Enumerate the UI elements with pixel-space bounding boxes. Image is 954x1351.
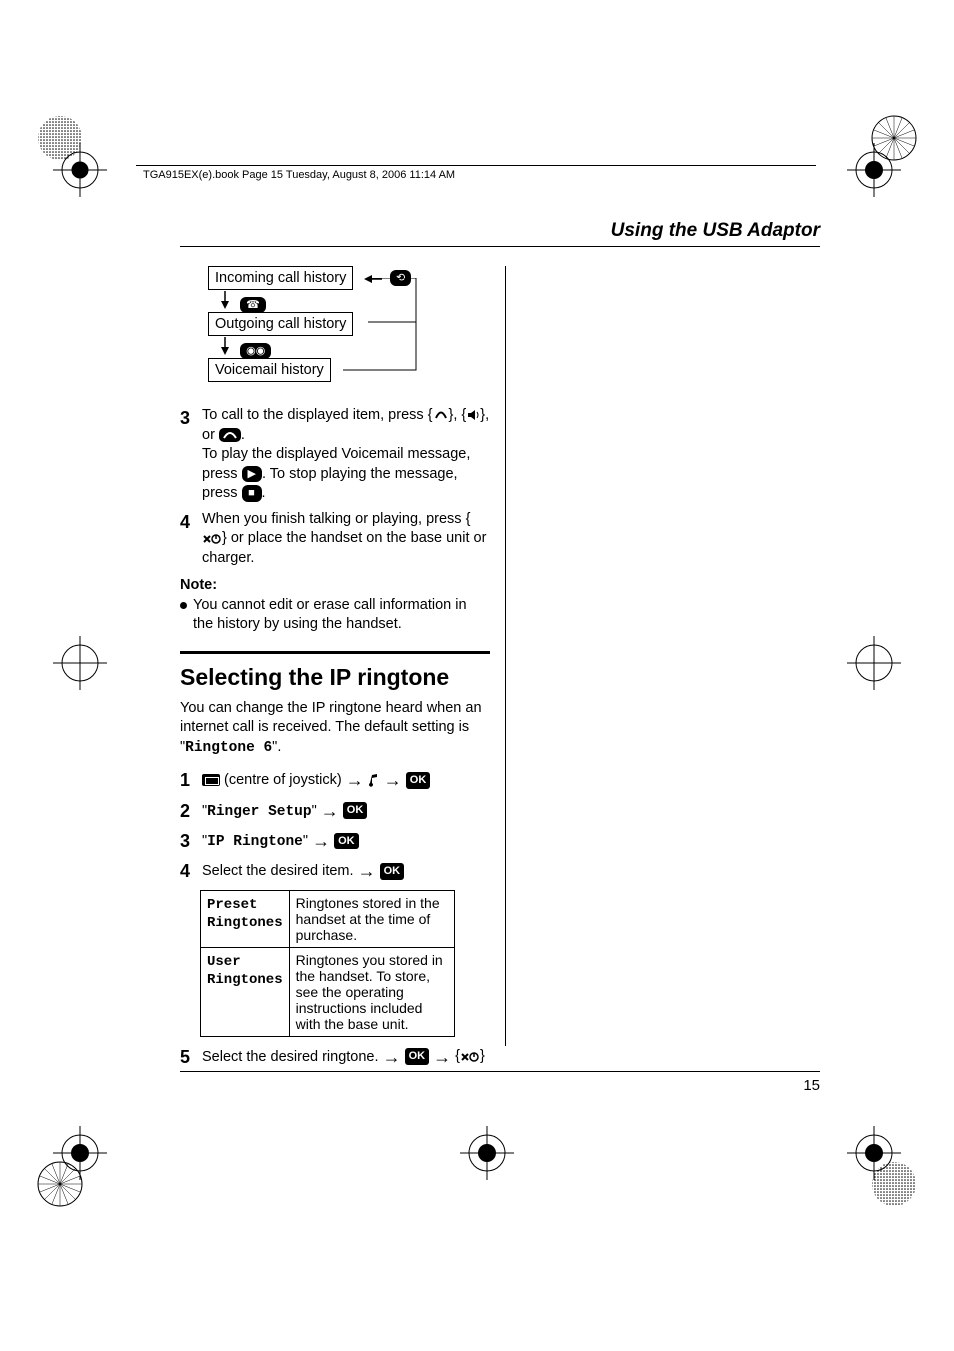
flow-return-line xyxy=(338,278,418,378)
corner-tl xyxy=(34,112,86,164)
step-4b-body: Select the desired item. → OK xyxy=(202,859,490,883)
page-content: Using the USB Adaptor Incoming call hist… xyxy=(180,220,820,1090)
ok-icon: OK xyxy=(334,833,359,850)
cell-user-desc: Ringtones you stored in the handset. To … xyxy=(289,947,454,1036)
ok-icon: OK xyxy=(343,802,368,819)
arrow-icon: → xyxy=(321,801,339,821)
menu-icon xyxy=(202,774,220,786)
note-bullet: You cannot edit or erase call informatio… xyxy=(180,596,490,635)
reg-mark-ml xyxy=(45,628,115,698)
arrow-icon: → xyxy=(383,1047,401,1067)
step-3a: 3 To call to the displayed item, press {… xyxy=(180,406,490,504)
step3a-text3c: . xyxy=(262,485,266,501)
header-docname: TGA915EX(e).book Page 15 Tuesday, August… xyxy=(143,169,455,181)
history-flow: Incoming call history ⟲ ☎ Outgoing call … xyxy=(208,266,490,396)
step-2b-body: "Ringer Setup" → OK xyxy=(202,799,490,823)
step-1b-body: (centre of joystick) → → OK xyxy=(202,768,490,792)
step2b-code: Ringer Setup xyxy=(207,804,311,820)
corner-tr xyxy=(868,112,920,164)
speaker-key: {} xyxy=(461,407,485,423)
flow-box-incoming: Incoming call history xyxy=(208,266,353,290)
page-number: 15 xyxy=(803,1077,820,1094)
caller-id-icon: ☎ xyxy=(240,297,266,313)
flow-arrow-down-1 xyxy=(218,291,232,309)
talk-key: {} xyxy=(428,407,454,423)
ok-icon: OK xyxy=(405,1048,430,1065)
user-l1: User xyxy=(207,954,241,970)
flow-box-voicemail: Voicemail history xyxy=(208,358,331,382)
call-pill-icon xyxy=(219,428,241,442)
heading-ringtone: Selecting the IP ringtone xyxy=(180,664,490,691)
intro-para: You can change the IP ringtone heard whe… xyxy=(180,699,490,759)
step-num-2b: 2 xyxy=(180,799,194,823)
step-2b: 2 "Ringer Setup" → OK xyxy=(180,799,490,823)
preset-l1: Preset xyxy=(207,897,257,913)
note-label: Note: xyxy=(180,577,490,593)
intro-l2: ". xyxy=(272,739,281,755)
step-num-4b: 4 xyxy=(180,859,194,883)
intro-code: Ringtone 6 xyxy=(185,740,272,756)
step-4b: 4 Select the desired item. → OK xyxy=(180,859,490,883)
step1b-text: (centre of joystick) xyxy=(220,772,346,788)
footer-rule xyxy=(180,1071,820,1072)
corner-bl xyxy=(34,1158,86,1210)
cell-preset: Preset Ringtones xyxy=(201,890,290,947)
off-key: {} xyxy=(455,1048,485,1064)
step4a-text2: or place the handset on the base unit or… xyxy=(202,530,486,566)
step3a-text1: To call to the displayed item, press xyxy=(202,407,428,423)
user-l2: Ringtones xyxy=(207,972,283,988)
note-music-icon xyxy=(368,773,380,787)
arrow-icon: → xyxy=(358,861,376,881)
note-text: You cannot edit or erase call informatio… xyxy=(193,596,490,635)
step-num-4a: 4 xyxy=(180,510,194,569)
section-title: Using the USB Adaptor xyxy=(611,220,820,242)
table-row: User Ringtones Ringtones you stored in t… xyxy=(201,947,455,1036)
step-num-3a: 3 xyxy=(180,406,194,504)
ok-icon: OK xyxy=(380,863,405,880)
ringtone-table: Preset Ringtones Ringtones stored in the… xyxy=(200,890,455,1037)
preset-l2: Ringtones xyxy=(207,915,283,931)
header-rule xyxy=(136,165,816,166)
step-3a-body: To call to the displayed item, press {},… xyxy=(202,406,490,504)
step-1b: 1 (centre of joystick) → → OK xyxy=(180,768,490,792)
flow-arrow-down-2 xyxy=(218,337,232,355)
reg-mark-mr xyxy=(839,628,909,698)
step-num-1b: 1 xyxy=(180,768,194,792)
step4a-text1: When you finish talking or playing, pres… xyxy=(202,511,466,527)
stop-icon: ■ xyxy=(242,485,262,501)
play-icon: ▶ xyxy=(242,466,262,482)
left-column: Incoming call history ⟲ ☎ Outgoing call … xyxy=(180,266,490,1075)
table-row: Preset Ringtones Ringtones stored in the… xyxy=(201,890,455,947)
ok-icon: OK xyxy=(406,772,431,789)
section-rule xyxy=(180,651,490,654)
arrow-icon: → xyxy=(433,1047,451,1067)
flow-box-outgoing: Outgoing call history xyxy=(208,312,353,336)
step3a-text2b: . xyxy=(241,427,245,443)
step5b-text: Select the desired ringtone. xyxy=(202,1048,383,1064)
step-num-3b: 3 xyxy=(180,829,194,853)
arrow-icon: → xyxy=(346,770,364,790)
step-4a: 4 When you finish talking or playing, pr… xyxy=(180,510,490,569)
column-divider xyxy=(505,266,506,1046)
arrow-icon: → xyxy=(312,831,330,851)
step-num-5b: 5 xyxy=(180,1045,194,1069)
step-5b: 5 Select the desired ringtone. → OK → {} xyxy=(180,1045,490,1069)
reg-mark-bc xyxy=(452,1118,522,1188)
corner-br xyxy=(868,1158,920,1210)
step4b-text: Select the desired item. xyxy=(202,863,358,879)
title-rule xyxy=(180,246,820,247)
step-3b: 3 "IP Ringtone" → OK xyxy=(180,829,490,853)
step-4a-body: When you finish talking or playing, pres… xyxy=(202,510,490,569)
step-3b-body: "IP Ringtone" → OK xyxy=(202,829,490,853)
cell-preset-desc: Ringtones stored in the handset at the t… xyxy=(289,890,454,947)
arrow-icon: → xyxy=(384,770,402,790)
step-5b-body: Select the desired ringtone. → OK → {} xyxy=(202,1045,490,1069)
tape-icon: ◉◉ xyxy=(240,343,271,359)
step3b-code: IP Ringtone xyxy=(207,834,303,850)
cell-user: User Ringtones xyxy=(201,947,290,1036)
